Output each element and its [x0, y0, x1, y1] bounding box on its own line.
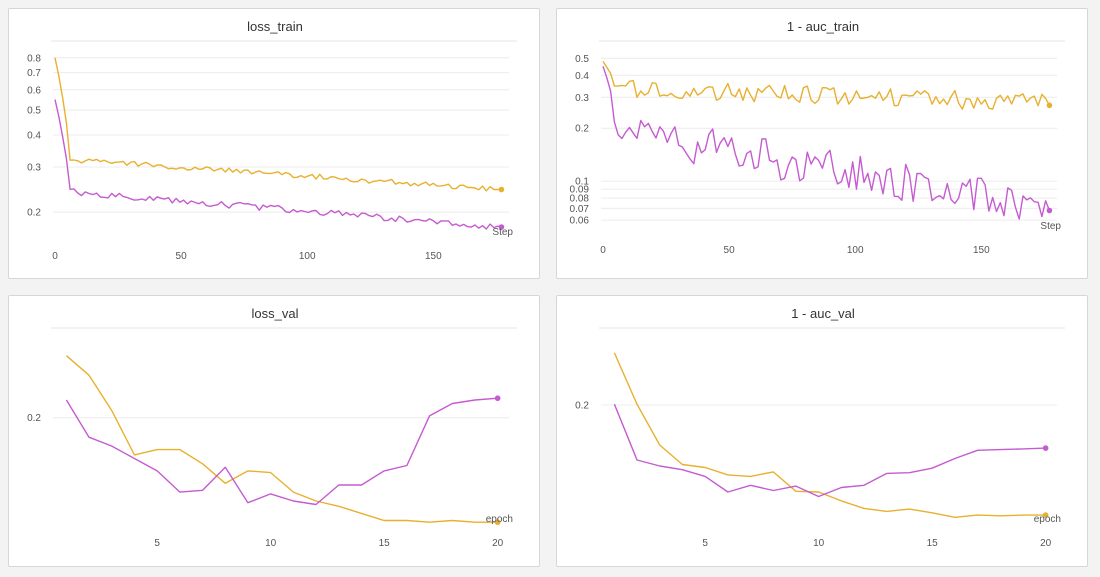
y-tick-label: 0.2: [27, 413, 41, 424]
x-tick-label: 20: [1040, 538, 1052, 549]
chart-panel-auc-train: 1 - auc_train 0.06 0.07 0.08 0.09 0.1 0.2 0.3 0.…: [556, 8, 1088, 279]
y-tick-label: 0.5: [27, 106, 41, 117]
series-end-point: [1042, 512, 1049, 518]
x-tick-label: 5: [702, 538, 708, 549]
series-line: [602, 61, 1051, 110]
chart-panel-auc-val: 1 - auc_val 0.2 5 10 15 20 epoch: [556, 295, 1088, 567]
x-axis-label: epoch: [486, 514, 513, 525]
chart-auc-train: 1 - auc_train 0.060.070.080.090.1 0.2 0.3 0.…: [570, 19, 1065, 256]
series-line: [65, 397, 498, 506]
series-line: [65, 355, 498, 523]
y-tick-label: 0.7: [27, 68, 41, 79]
y-tick-label: 0.4: [575, 71, 589, 82]
x-axis-label: Step: [1040, 221, 1061, 232]
series-end-point: [1046, 102, 1053, 109]
chart-loss-train: loss_train 0.2 0.3 0.4 0.5 0.6 0.7 0.8 0 50 100 150…: [27, 19, 517, 262]
x-tick-label: 20: [492, 538, 504, 549]
y-tick-label: 0.3: [575, 93, 589, 104]
y-tick-label: 0.08: [570, 194, 590, 205]
x-tick-label: 10: [265, 538, 277, 549]
series-line: [54, 57, 502, 192]
y-tick-label: 0.5: [575, 54, 589, 65]
x-tick-label: 50: [724, 245, 736, 256]
x-tick-label: 150: [973, 245, 990, 256]
y-tick-label: 0.3: [27, 162, 41, 173]
chart-panel-loss-train: loss_train 0.2 0.3 0.4 0.5 0.6 0.7 0.8 0 50 100 150…: [8, 8, 540, 279]
y-tick-label: 0.07: [570, 204, 590, 215]
x-axis-label: Step: [492, 227, 513, 238]
chart-title: loss_val: [252, 306, 299, 321]
y-tick-label: 0.09: [570, 185, 590, 196]
chart-title: 1 - auc_val: [791, 306, 855, 321]
x-tick-label: 10: [813, 538, 825, 549]
x-tick-label: 50: [176, 251, 188, 262]
series-end-point: [494, 395, 501, 402]
x-tick-label: 5: [154, 538, 160, 549]
y-tick-label: 0.6: [27, 85, 41, 96]
x-tick-label: 0: [600, 245, 606, 256]
y-tick-label: 0.06: [570, 216, 590, 227]
y-tick-label: 0.4: [27, 130, 41, 141]
x-tick-label: 15: [379, 538, 391, 549]
chart-loss-val: loss_val 0.2 5 10 15 20 epoch: [27, 306, 517, 549]
y-tick-label: 0.8: [27, 53, 41, 64]
series-line: [54, 99, 502, 230]
series-end-point: [1042, 445, 1049, 451]
series-line: [613, 352, 1046, 519]
x-axis-label: epoch: [1034, 514, 1061, 525]
x-tick-label: 100: [847, 245, 864, 256]
x-tick-label: 150: [425, 251, 442, 262]
series-line: [613, 403, 1046, 498]
y-tick-label: 0.2: [27, 208, 41, 219]
x-tick-label: 0: [52, 251, 58, 262]
series-end-point: [498, 224, 505, 230]
x-tick-label: 100: [299, 251, 316, 262]
y-tick-label: 0.2: [575, 124, 589, 135]
y-tick-label: 0.1: [575, 177, 589, 188]
chart-title: 1 - auc_train: [787, 19, 859, 34]
series-end-point: [1046, 207, 1053, 214]
chart-auc-val: 1 - auc_val 0.2 5 10 15 20 epoch: [575, 306, 1065, 549]
series-end-point: [498, 186, 505, 193]
y-tick-label: 0.2: [575, 400, 589, 411]
series-line: [602, 66, 1051, 220]
chart-panel-loss-val: loss_val 0.2 5 10 15 20 epoch: [8, 295, 540, 567]
chart-title: loss_train: [247, 19, 303, 34]
x-tick-label: 15: [927, 538, 939, 549]
series-end-point: [494, 519, 501, 526]
